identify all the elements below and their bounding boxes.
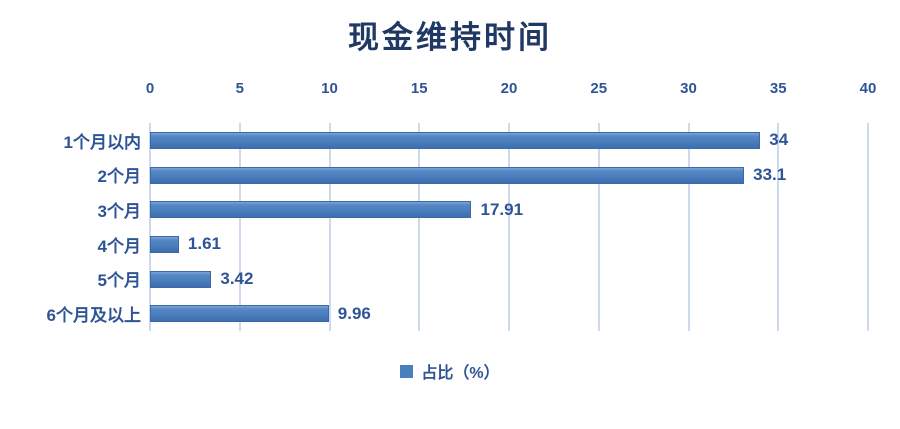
bar — [150, 235, 179, 253]
category-label: 3个月 — [97, 202, 141, 222]
x-tick-label: 5 — [235, 80, 244, 97]
bar — [150, 131, 761, 149]
x-tick-label: 30 — [680, 80, 697, 97]
gridline — [777, 123, 780, 331]
bar — [150, 166, 745, 184]
category-label: 4个月 — [97, 236, 141, 256]
bar — [150, 201, 472, 219]
gridline — [149, 123, 151, 331]
x-tick-label: 20 — [500, 80, 518, 97]
bar — [150, 305, 329, 323]
x-tick-label: 0 — [145, 80, 155, 97]
value-label: 34 — [769, 130, 789, 150]
category-label: 5个月 — [97, 271, 141, 291]
x-tick-label: 10 — [321, 80, 338, 97]
value-label: 33.1 — [753, 164, 787, 184]
legend: 占比（%） — [0, 359, 900, 383]
plot-area: 34 33.1 17.91 1.61 3.42 9.96 — [149, 123, 869, 331]
value-label: 1.61 — [187, 234, 221, 254]
category-label: 2个月 — [97, 167, 141, 187]
value-label: 3.42 — [220, 268, 254, 288]
value-label: 9.96 — [337, 303, 371, 323]
category-label: 1个月以内 — [63, 132, 141, 152]
gridline — [508, 123, 510, 331]
gridline — [238, 123, 241, 331]
gridline — [597, 123, 600, 331]
x-tick-label: 15 — [410, 80, 428, 97]
gridline — [418, 123, 421, 331]
legend-label: 占比（%） — [421, 365, 500, 382]
legend-swatch-icon — [400, 364, 414, 378]
x-tick-label: 40 — [859, 80, 877, 97]
category-label: 6个月及以上 — [46, 306, 141, 326]
gridline — [687, 123, 690, 331]
x-tick-label: 35 — [769, 80, 787, 97]
category-axis: 1个月以内 2个月 3个月 4个月 5个月 6个月及以上 — [0, 123, 141, 331]
x-tick-label: 25 — [590, 80, 608, 97]
x-axis-ticks: 0 5 10 15 20 25 30 35 40 — [146, 80, 877, 102]
gridline — [328, 123, 331, 331]
gridline — [867, 123, 869, 331]
chart-title: 现金维持时间 — [348, 20, 552, 55]
bar — [150, 270, 212, 288]
value-label: 17.91 — [480, 199, 524, 219]
